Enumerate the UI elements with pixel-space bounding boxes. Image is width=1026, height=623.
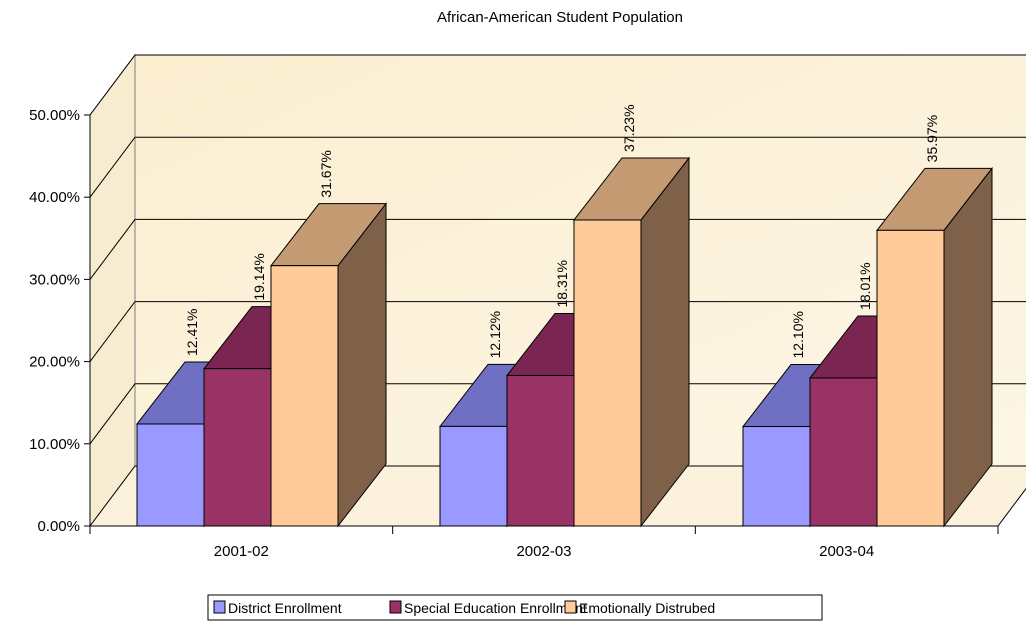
x-tick-label: 2003-04 bbox=[819, 543, 874, 560]
bar bbox=[439, 425, 508, 527]
legend-label: Special Education Enrollment bbox=[404, 600, 587, 616]
bar-side bbox=[640, 156, 690, 528]
bar-side bbox=[943, 166, 993, 528]
data-label: 18.01% bbox=[857, 262, 873, 309]
legend: District Enrollment Special Education Enr… bbox=[207, 594, 823, 621]
data-label: 35.97% bbox=[924, 115, 940, 162]
data-label: 37.23% bbox=[621, 104, 637, 151]
x-tick-label: 2001-02 bbox=[214, 543, 269, 560]
bar bbox=[506, 374, 575, 527]
chart-title: African-American Student Population bbox=[437, 9, 683, 26]
y-tick-label: 20.00% bbox=[29, 354, 80, 371]
legend-box bbox=[207, 594, 823, 621]
gridline bbox=[89, 301, 1026, 362]
bar bbox=[270, 265, 339, 527]
data-label: 19.14% bbox=[251, 253, 267, 300]
y-tick-label: 0.00% bbox=[37, 518, 80, 535]
gridline bbox=[89, 383, 1026, 445]
data-label: 12.10% bbox=[790, 311, 806, 358]
bar bbox=[203, 368, 272, 527]
bars: 12.41% 19.14% 31.67% 12.12% 18.31% 37.23% 12.1… bbox=[135, 104, 994, 528]
bar bbox=[809, 377, 878, 527]
legend-label: District Enrollment bbox=[228, 600, 342, 616]
data-label: 18.31% bbox=[554, 260, 570, 307]
gridline bbox=[89, 136, 1026, 198]
gridline bbox=[89, 218, 1026, 280]
gridlines bbox=[89, 54, 1026, 445]
y-tick-label: 10.00% bbox=[29, 436, 80, 453]
bar bbox=[876, 229, 945, 527]
bar bbox=[742, 426, 811, 527]
gridline bbox=[89, 54, 1026, 116]
data-label: 12.12% bbox=[487, 311, 503, 358]
x-axis: 2001-02 2002-03 2003-04 bbox=[89, 525, 999, 560]
y-tick-label: 50.00% bbox=[29, 107, 80, 124]
data-label: 31.67% bbox=[318, 150, 334, 197]
legend-label: Emotionally Distrubed bbox=[579, 600, 715, 616]
y-axis: 0.00% 10.00% 20.00% 30.00% 40.00% 50.00% bbox=[29, 107, 91, 535]
legend-swatch bbox=[389, 600, 402, 614]
x-tick-label: 2002-03 bbox=[516, 543, 571, 560]
data-label: 12.41% bbox=[184, 309, 200, 356]
bar bbox=[136, 423, 205, 527]
side-wall bbox=[89, 53, 136, 528]
y-tick-label: 40.00% bbox=[29, 189, 80, 206]
legend-swatch bbox=[564, 600, 577, 614]
y-tick-label: 30.00% bbox=[29, 271, 80, 288]
bar bbox=[573, 219, 642, 527]
legend-swatch bbox=[213, 600, 226, 614]
